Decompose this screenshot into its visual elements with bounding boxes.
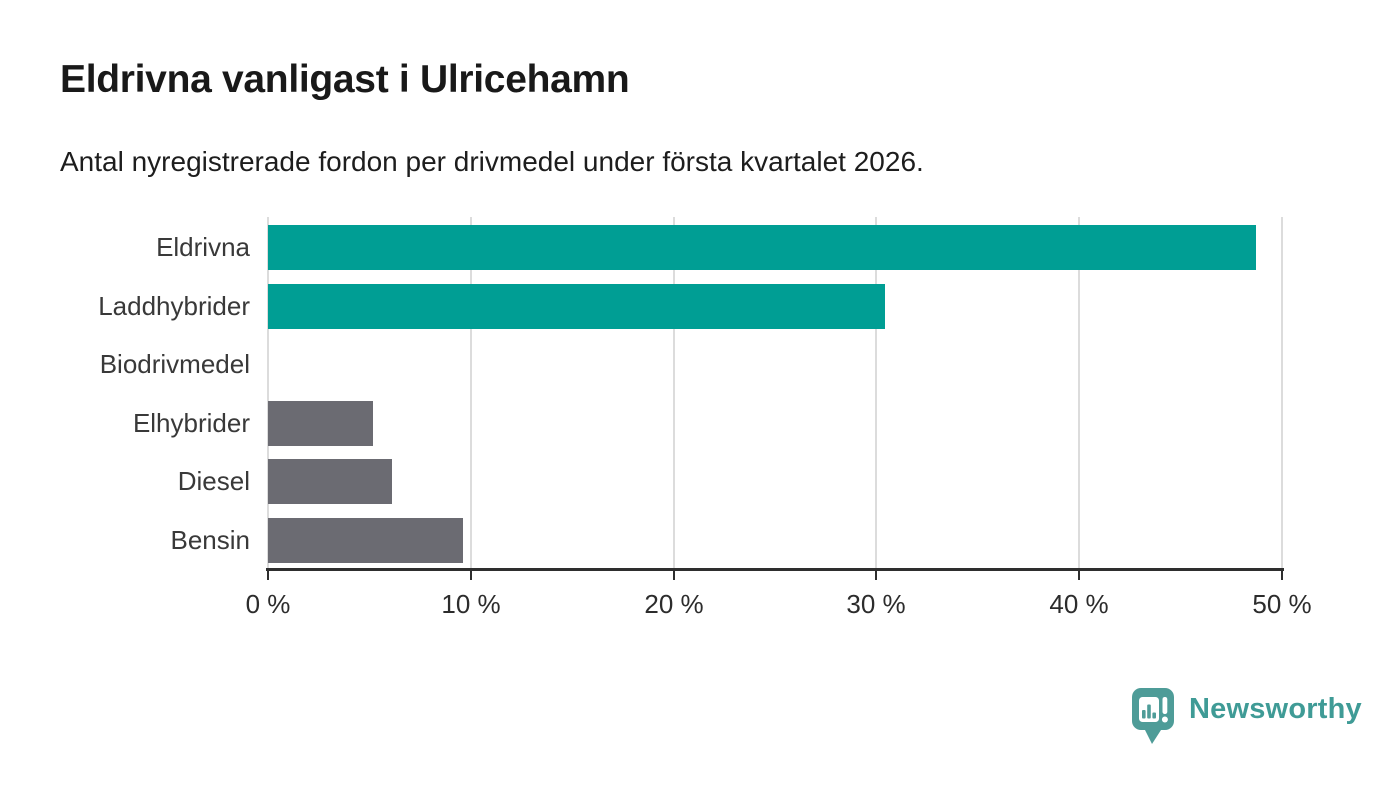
x-axis-tick xyxy=(875,571,877,580)
x-axis-tick xyxy=(673,571,675,580)
brand: Newsworthy xyxy=(1131,687,1362,747)
x-axis-tick xyxy=(1281,571,1283,580)
bar xyxy=(268,225,1256,270)
bar-label: Diesel xyxy=(177,466,250,496)
x-axis-tick xyxy=(1078,571,1080,580)
plot-area: 0 % 10 % 20 % 30 % 40 % 50 % Eldrivna Laddhybri… xyxy=(98,217,1312,619)
gridline xyxy=(267,217,269,568)
bar-label: Biodrivmedel xyxy=(99,349,250,379)
gridline xyxy=(1281,217,1283,568)
bar-label: Bensin xyxy=(170,525,251,555)
gridline xyxy=(875,217,877,568)
x-axis-tick-label: 10 % xyxy=(441,589,501,619)
x-axis-tick xyxy=(470,571,472,580)
x-axis-tick-label: 30 % xyxy=(846,589,906,619)
newsworthy-logo-icon xyxy=(1132,688,1174,744)
chart-title: Eldrivna vanligast i Ulricehamn xyxy=(60,58,630,101)
x-axis-tick-label: 20 % xyxy=(644,589,704,619)
bar xyxy=(268,459,392,504)
x-axis-tick-label: 0 % xyxy=(245,589,291,619)
chart-subtitle: Antal nyregistrerade fordon per drivmede… xyxy=(60,146,924,177)
x-axis-tick-label: 50 % xyxy=(1252,589,1312,619)
x-axis-tick xyxy=(267,571,269,580)
x-axis-line xyxy=(266,568,1284,571)
bar xyxy=(268,518,463,563)
bar-label: Laddhybrider xyxy=(98,291,250,321)
bar xyxy=(268,401,373,446)
bar-label: Eldrivna xyxy=(156,232,250,262)
x-axis-tick-label: 40 % xyxy=(1049,589,1109,619)
gridline xyxy=(673,217,675,568)
bar-label: Elhybrider xyxy=(132,408,250,438)
gridline xyxy=(1078,217,1080,568)
bar xyxy=(268,284,885,329)
brand-name: Newsworthy xyxy=(1189,693,1362,725)
gridline xyxy=(470,217,472,568)
